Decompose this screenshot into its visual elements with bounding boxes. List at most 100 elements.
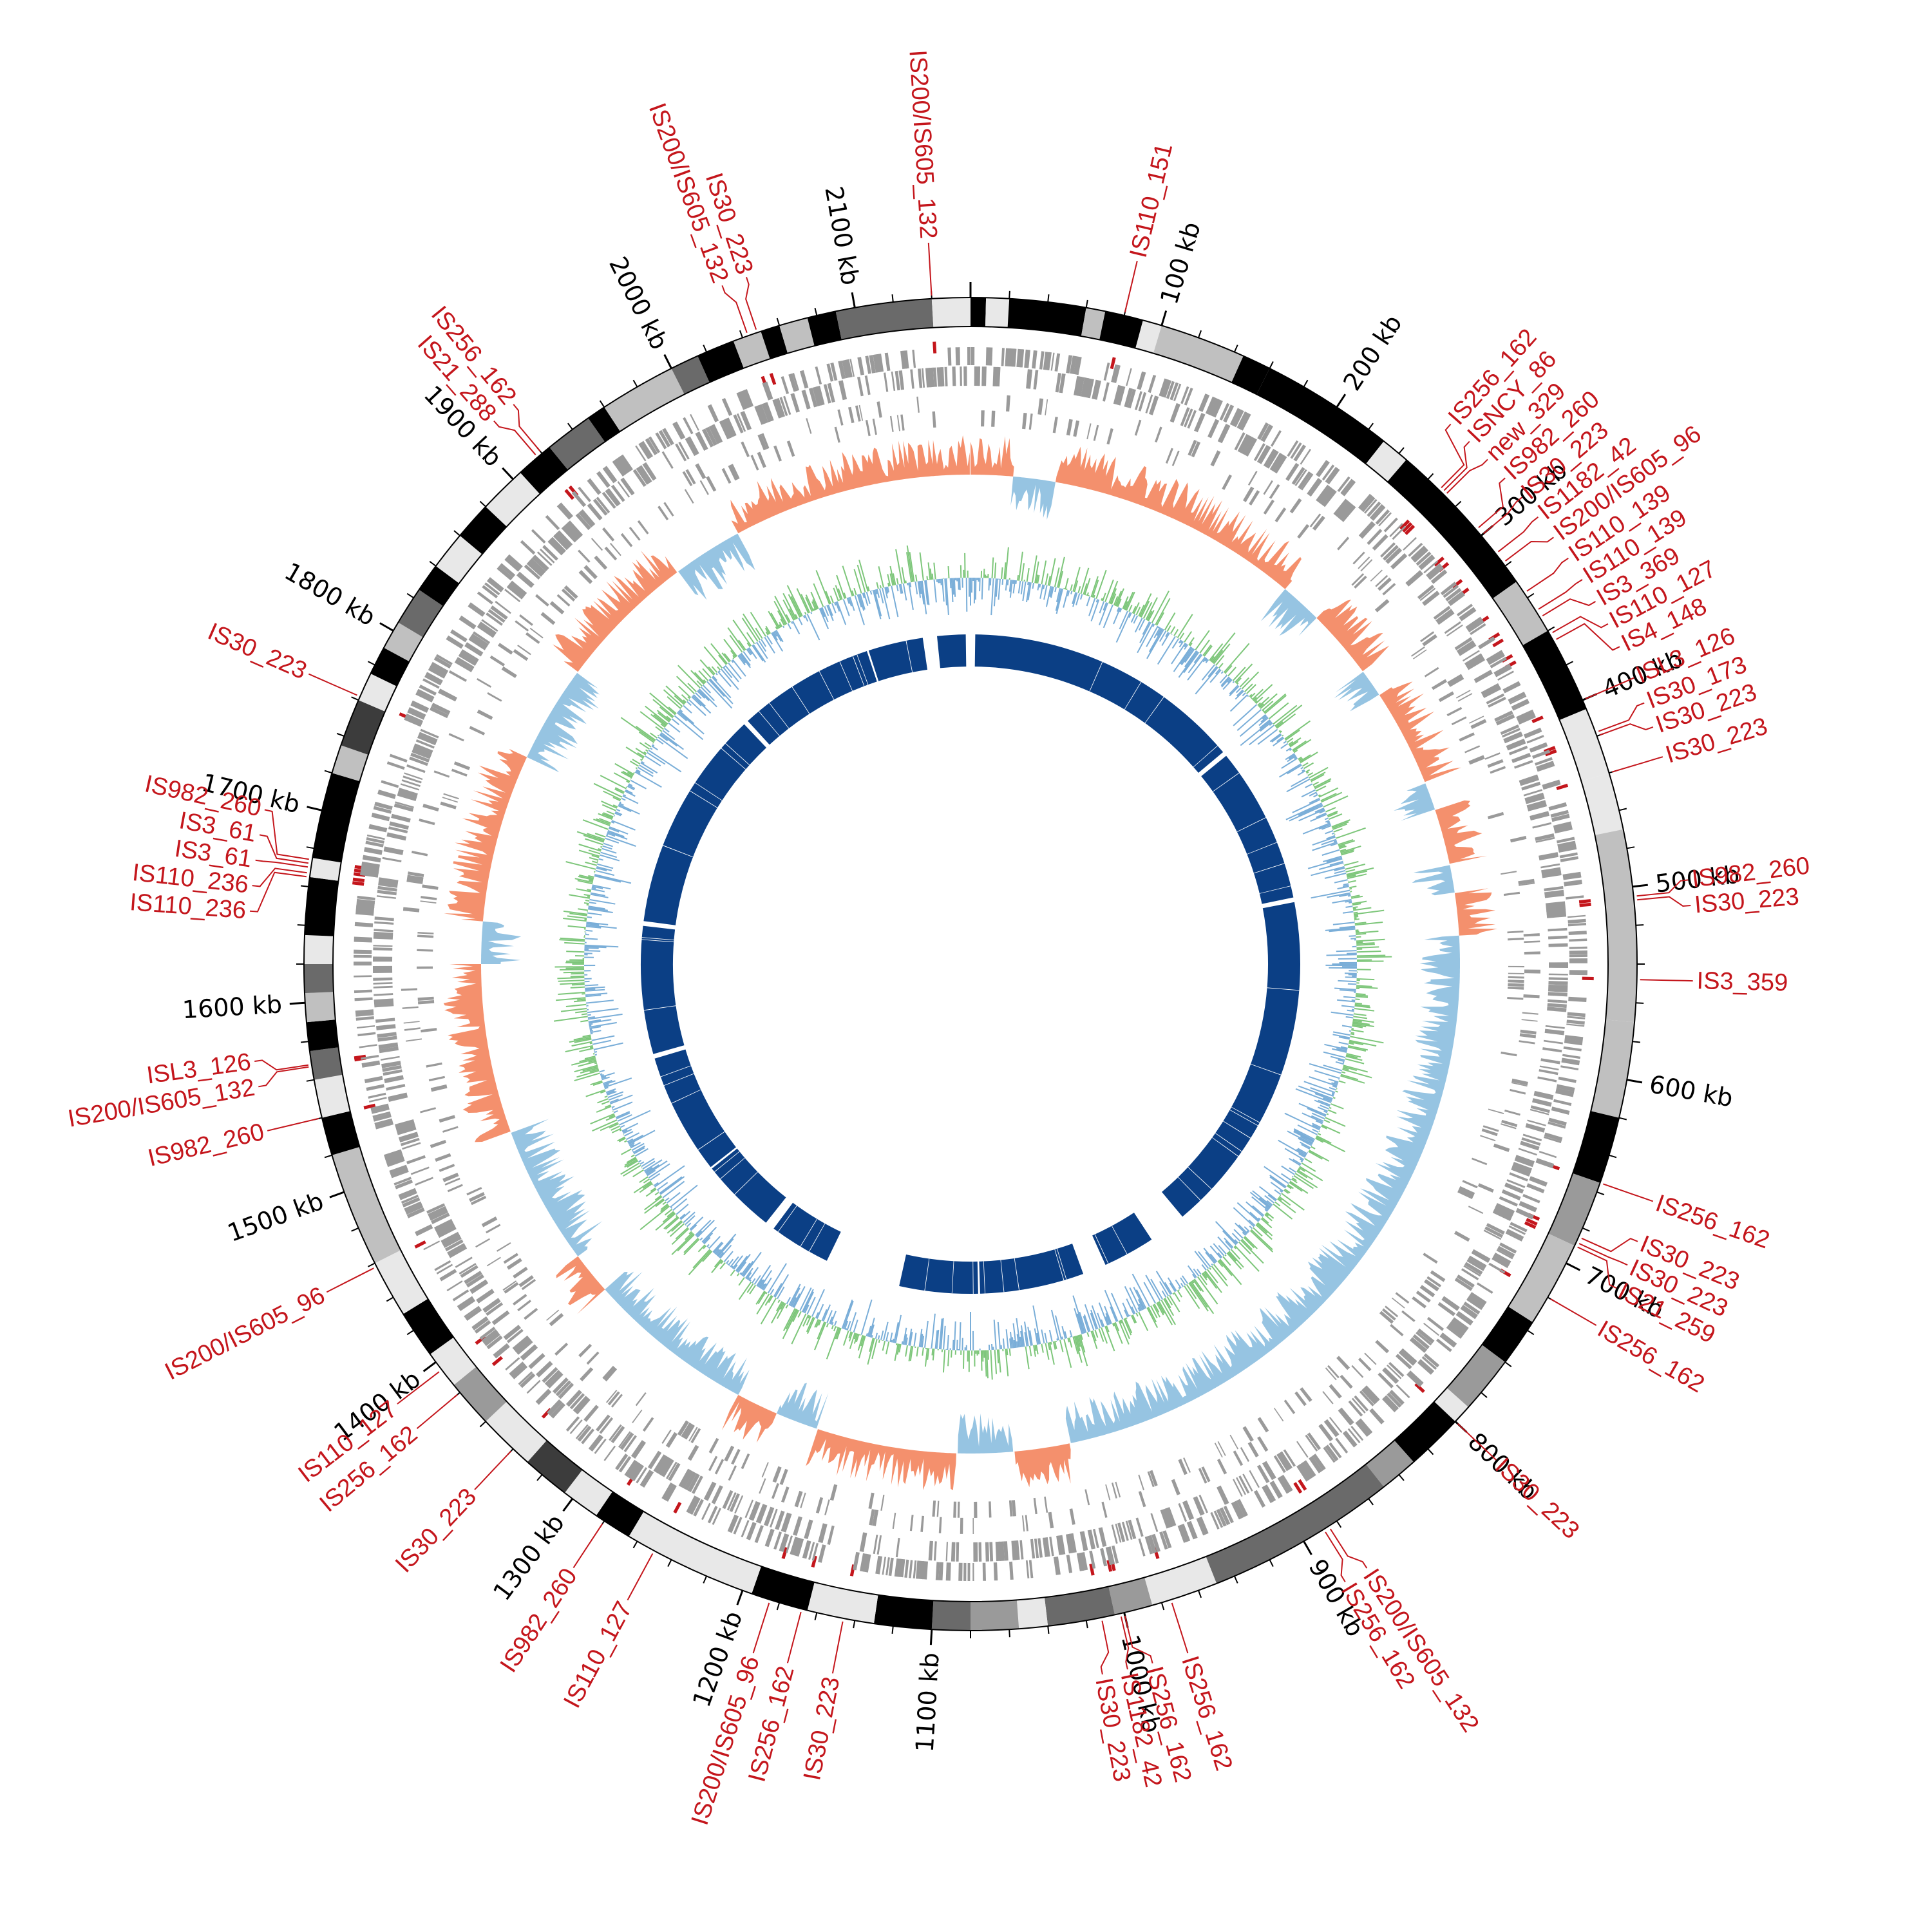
gene-feature — [1509, 1172, 1528, 1182]
gene-feature — [1193, 1496, 1205, 1516]
gene-feature-inner — [1520, 1029, 1537, 1035]
gene-feature — [1530, 1108, 1549, 1115]
gene-feature — [857, 377, 864, 397]
gene-feature — [712, 1508, 721, 1525]
gene-feature — [1452, 1317, 1469, 1332]
is-element-mark — [352, 877, 365, 882]
gene-feature — [1564, 879, 1582, 887]
gene-feature — [1128, 1519, 1137, 1539]
gene-feature — [507, 554, 523, 569]
gene-feature — [377, 790, 396, 799]
gene-feature — [801, 390, 811, 410]
inner-block-gap — [1251, 1064, 1282, 1075]
gene-feature — [668, 1463, 681, 1481]
inner-block-gap — [791, 687, 810, 714]
gene-feature — [420, 728, 439, 739]
gene-feature — [1223, 1506, 1234, 1524]
gene-feature-inner — [834, 426, 840, 443]
gene-feature-inner — [1379, 1311, 1394, 1324]
gene-feature — [385, 1153, 404, 1164]
gene-feature — [1208, 419, 1220, 439]
is-leader-line — [721, 285, 748, 334]
gene-feature — [460, 1265, 478, 1278]
gene-feature-inner — [1457, 693, 1473, 702]
gene-feature-inner — [1412, 1296, 1426, 1309]
gene-feature — [1019, 1540, 1024, 1560]
gene-feature-inner — [1508, 938, 1524, 941]
is-element-mark — [1293, 1482, 1303, 1494]
gene-feature — [1269, 1481, 1283, 1499]
gene-feature — [727, 1514, 739, 1533]
gene-feature — [741, 1520, 750, 1538]
gene-feature-inner — [1401, 1310, 1416, 1322]
gene-feature — [912, 350, 916, 368]
gene-feature — [1229, 408, 1242, 426]
gene-feature-inner — [1521, 1019, 1538, 1022]
gene-feature — [382, 857, 402, 862]
gene-feature — [486, 612, 503, 626]
gene-feature-inner — [498, 643, 513, 655]
gene-feature — [1098, 1527, 1107, 1547]
is-element-label: IS30_223 — [390, 1483, 482, 1578]
gene-feature — [493, 1343, 510, 1359]
gene-feature — [818, 1544, 826, 1563]
gene-feature — [550, 536, 566, 553]
gene-feature — [723, 418, 735, 438]
gene-feature-inner — [1257, 1417, 1269, 1433]
is-element-mark — [1399, 519, 1410, 531]
ideogram-band — [1548, 1173, 1600, 1246]
inner-block-gap — [924, 1258, 930, 1291]
gene-feature-inner — [594, 555, 608, 570]
gene-feature-inner — [741, 1453, 750, 1470]
gc-skew-negative — [511, 1119, 603, 1256]
gene-feature-inner — [521, 1278, 536, 1291]
gene-feature — [1164, 1507, 1177, 1527]
gene-feature — [373, 985, 393, 989]
gene-feature-inner — [517, 645, 531, 656]
gene-feature — [1495, 1203, 1515, 1216]
gene-feature — [1148, 1535, 1157, 1554]
minor-tick — [1618, 1117, 1627, 1121]
is-leader-line — [258, 1066, 309, 1088]
major-tick — [1632, 884, 1648, 888]
gene-feature — [588, 1434, 603, 1452]
gene-feature — [740, 390, 752, 409]
gene-feature-inner — [721, 468, 732, 484]
gene-feature — [1087, 1530, 1095, 1549]
gene-feature — [1566, 895, 1584, 900]
gene-feature — [377, 1036, 397, 1042]
gene-feature — [428, 666, 446, 679]
gene-feature — [1339, 504, 1356, 522]
gene-feature — [1558, 1076, 1577, 1083]
is-leader-line — [254, 1059, 309, 1071]
is-element-mark — [353, 872, 366, 877]
gene-feature-inner — [724, 1445, 735, 1462]
gene-feature-inner — [1378, 577, 1392, 591]
gene-feature — [398, 788, 418, 798]
gene-feature — [1456, 640, 1475, 654]
is-leader-line — [1578, 1243, 1628, 1266]
gene-feature — [406, 1208, 425, 1218]
gene-feature — [645, 438, 658, 455]
is-leader-line — [1556, 623, 1620, 651]
gene-feature — [410, 752, 430, 762]
gene-feature — [1197, 1517, 1209, 1535]
gene-feature — [1499, 1196, 1518, 1207]
is-leader-line — [1457, 1423, 1497, 1461]
gene-feature-inner — [1523, 933, 1540, 937]
gene-feature — [1548, 1121, 1566, 1129]
gene-feature — [1518, 1148, 1537, 1156]
ideogram-band — [321, 1111, 360, 1155]
gene-feature-inner — [421, 896, 437, 900]
gene-feature — [793, 1516, 802, 1536]
gene-feature — [773, 1531, 782, 1550]
gene-feature — [695, 431, 708, 451]
gene-feature — [1361, 496, 1376, 513]
gene-feature — [1537, 764, 1555, 772]
gene-feature-inner — [1524, 951, 1540, 955]
gene-feature — [1312, 1454, 1326, 1471]
gene-feature — [1508, 745, 1528, 755]
gene-feature — [447, 1243, 466, 1255]
gene-feature — [618, 454, 633, 472]
gene-feature — [1535, 757, 1553, 766]
